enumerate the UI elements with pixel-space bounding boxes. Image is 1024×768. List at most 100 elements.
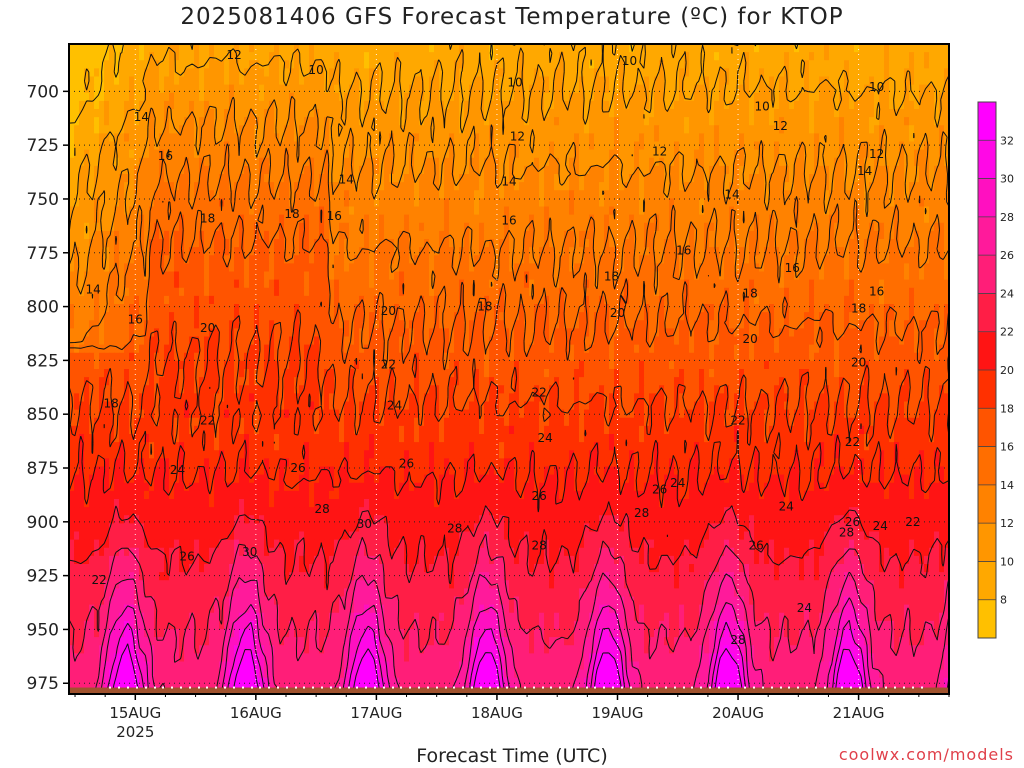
contour-label: 24	[873, 519, 888, 533]
ground-speckle	[630, 686, 632, 689]
colorbar-swatch	[978, 293, 996, 333]
colorbar-swatch	[978, 484, 996, 524]
colorbar-swatch	[978, 561, 996, 601]
contour-label: 18	[104, 396, 119, 410]
contour-label: 14	[134, 110, 149, 124]
temperature-fill-layer	[69, 44, 949, 694]
colorbar-swatch	[978, 178, 996, 218]
ground-speckle	[427, 686, 429, 689]
contour-label: 14	[724, 188, 739, 202]
colorbar-swatch	[978, 408, 996, 448]
contour-line-24	[69, 534, 949, 663]
x-tick-label: 15AUG	[109, 704, 161, 722]
contour-label: 26	[845, 515, 860, 529]
contour-label: 22	[905, 515, 920, 529]
contour-line-14	[69, 143, 949, 344]
contour-label: 14	[85, 282, 100, 296]
ground-speckle	[198, 686, 200, 689]
colorbar-swatch	[978, 331, 996, 371]
contour-label: 26	[748, 538, 763, 552]
y-tick-label: 800	[27, 298, 59, 318]
colorbar-label: 30	[1000, 173, 1014, 186]
ground-speckle	[242, 686, 244, 689]
contour-label: 10	[755, 99, 770, 113]
contour-label: 24	[797, 601, 812, 615]
ground-speckle	[374, 686, 376, 689]
colorbar-label: 22	[1000, 326, 1014, 339]
ground-speckle	[206, 686, 208, 689]
contour-label: 22	[381, 358, 396, 372]
ground-speckle	[392, 686, 394, 689]
y-tick-label: 700	[27, 82, 59, 102]
ground-speckle	[718, 686, 720, 689]
ground-speckle	[109, 686, 111, 689]
ground-speckle	[330, 686, 332, 689]
contour-label: 18	[477, 300, 492, 314]
contour-label: 12	[773, 119, 788, 133]
contour-line-16	[69, 199, 949, 380]
ground-speckle	[603, 686, 605, 689]
colorbar-swatch	[978, 255, 996, 294]
contour-line-10	[69, 44, 949, 240]
contour-label: 24	[779, 500, 794, 514]
contour-label: 22	[531, 386, 546, 400]
ground-speckle	[815, 686, 817, 689]
ground-speckle	[180, 686, 182, 689]
contour-label: 24	[538, 431, 553, 445]
contour-label: 28	[315, 502, 330, 516]
ground-speckle	[251, 686, 253, 689]
ground-speckle	[339, 686, 341, 689]
contour-label: 26	[399, 457, 414, 471]
plot-frame	[68, 43, 950, 695]
chart-title: 2025081406 GFS Forecast Temperature (ºC)…	[180, 4, 844, 30]
contour-label: 26	[179, 549, 194, 563]
ground-speckle	[797, 686, 799, 689]
ground-speckle	[233, 686, 235, 689]
contour-label: 24	[670, 476, 685, 490]
contour-label: 12	[652, 145, 667, 159]
ground-speckle	[127, 686, 129, 689]
colorbar-swatch	[978, 370, 996, 409]
contour-label: 14	[339, 173, 354, 187]
ground-speckle	[691, 686, 693, 689]
ground-speckle	[594, 686, 596, 689]
contour-label: 22	[730, 414, 745, 428]
colorbar-label: 26	[1000, 249, 1014, 262]
contour-label: 20	[742, 332, 757, 346]
ground-speckle	[418, 686, 420, 689]
contour-label: 20	[851, 356, 866, 370]
colorbar-swatch	[978, 102, 996, 141]
ground-speckle	[656, 686, 658, 689]
contour-label: 16	[676, 244, 691, 258]
x-tick-label: 20AUG	[712, 704, 764, 722]
contour-label: 20	[381, 304, 396, 318]
contour-line-28	[99, 597, 949, 694]
ground-speckle	[824, 686, 826, 689]
ground-speckle	[621, 686, 623, 689]
colorbar-swatch	[978, 523, 996, 562]
colorbar-label: 16	[1000, 441, 1014, 454]
contour-label: 12	[869, 147, 884, 161]
contour-label: 22	[91, 573, 106, 587]
x-tick-label: 17AUG	[350, 704, 402, 722]
credit-link[interactable]: coolwx.com/models	[838, 745, 1014, 764]
ground-speckle	[568, 686, 570, 689]
contour-label: 28	[839, 526, 854, 540]
ground-speckle	[136, 686, 138, 689]
ground-speckle	[912, 686, 914, 689]
ground-speckle	[189, 686, 191, 689]
ground-speckle	[550, 686, 552, 689]
ground-speckle	[771, 686, 773, 689]
ground-speckle	[727, 686, 729, 689]
y-tick-label: 900	[27, 513, 59, 533]
ground-speckle	[577, 686, 579, 689]
y-tick-label: 750	[27, 190, 59, 210]
ground-speckle	[586, 686, 588, 689]
contour-label: 16	[501, 213, 516, 227]
contour-label: 28	[730, 633, 745, 647]
contour-label: 14	[857, 164, 872, 178]
contour-line-layer	[69, 44, 949, 694]
ground-speckle	[480, 686, 482, 689]
ground-speckle	[436, 686, 438, 689]
